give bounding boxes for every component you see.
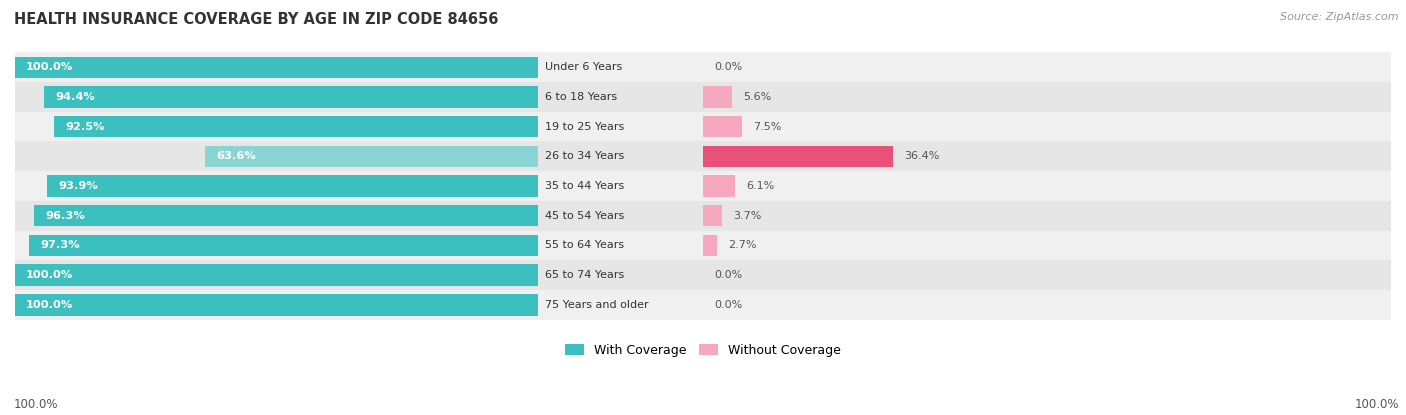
Bar [205, 146, 538, 167]
Text: 5.6%: 5.6% [744, 92, 772, 102]
Text: Source: ZipAtlas.com: Source: ZipAtlas.com [1281, 12, 1399, 22]
Bar [703, 235, 717, 256]
Bar [15, 171, 1391, 201]
Bar [703, 205, 723, 227]
Bar [15, 56, 538, 78]
Bar [703, 146, 893, 167]
Text: 6.1%: 6.1% [747, 181, 775, 191]
Bar [55, 116, 538, 137]
Text: Under 6 Years: Under 6 Years [544, 62, 621, 72]
Bar [15, 231, 1391, 260]
Text: 0.0%: 0.0% [714, 270, 742, 280]
Text: 93.9%: 93.9% [58, 181, 97, 191]
Text: 94.4%: 94.4% [55, 92, 96, 102]
Bar [15, 142, 1391, 171]
Text: 26 to 34 Years: 26 to 34 Years [544, 151, 624, 161]
Bar [15, 82, 1391, 112]
Text: 100.0%: 100.0% [1354, 398, 1399, 411]
Bar [44, 86, 538, 107]
Bar [46, 175, 538, 197]
Text: 92.5%: 92.5% [65, 122, 104, 132]
Text: 75 Years and older: 75 Years and older [544, 300, 648, 310]
Text: 100.0%: 100.0% [25, 270, 73, 280]
Text: 45 to 54 Years: 45 to 54 Years [544, 211, 624, 221]
Bar [15, 201, 1391, 231]
Text: 0.0%: 0.0% [714, 62, 742, 72]
Text: 97.3%: 97.3% [41, 240, 80, 250]
Text: 65 to 74 Years: 65 to 74 Years [544, 270, 624, 280]
Bar [30, 235, 538, 256]
Text: 7.5%: 7.5% [754, 122, 782, 132]
Bar [15, 52, 1391, 82]
Text: HEALTH INSURANCE COVERAGE BY AGE IN ZIP CODE 84656: HEALTH INSURANCE COVERAGE BY AGE IN ZIP … [14, 12, 499, 27]
Text: 6 to 18 Years: 6 to 18 Years [544, 92, 617, 102]
Text: 2.7%: 2.7% [728, 240, 756, 250]
Text: 100.0%: 100.0% [25, 300, 73, 310]
Bar [34, 205, 538, 227]
Text: 100.0%: 100.0% [14, 398, 59, 411]
Text: 0.0%: 0.0% [714, 300, 742, 310]
Text: 55 to 64 Years: 55 to 64 Years [544, 240, 624, 250]
Text: 35 to 44 Years: 35 to 44 Years [544, 181, 624, 191]
Bar [703, 86, 733, 107]
Bar [15, 260, 1391, 290]
Text: 3.7%: 3.7% [734, 211, 762, 221]
Text: 19 to 25 Years: 19 to 25 Years [544, 122, 624, 132]
Text: 36.4%: 36.4% [904, 151, 939, 161]
Text: 96.3%: 96.3% [45, 211, 86, 221]
Bar [15, 290, 1391, 320]
Bar [703, 175, 735, 197]
Bar [15, 264, 538, 286]
Legend: With Coverage, Without Coverage: With Coverage, Without Coverage [561, 339, 845, 361]
Text: 63.6%: 63.6% [217, 151, 256, 161]
Bar [15, 294, 538, 315]
Bar [15, 112, 1391, 142]
Text: 100.0%: 100.0% [25, 62, 73, 72]
Bar [703, 116, 742, 137]
